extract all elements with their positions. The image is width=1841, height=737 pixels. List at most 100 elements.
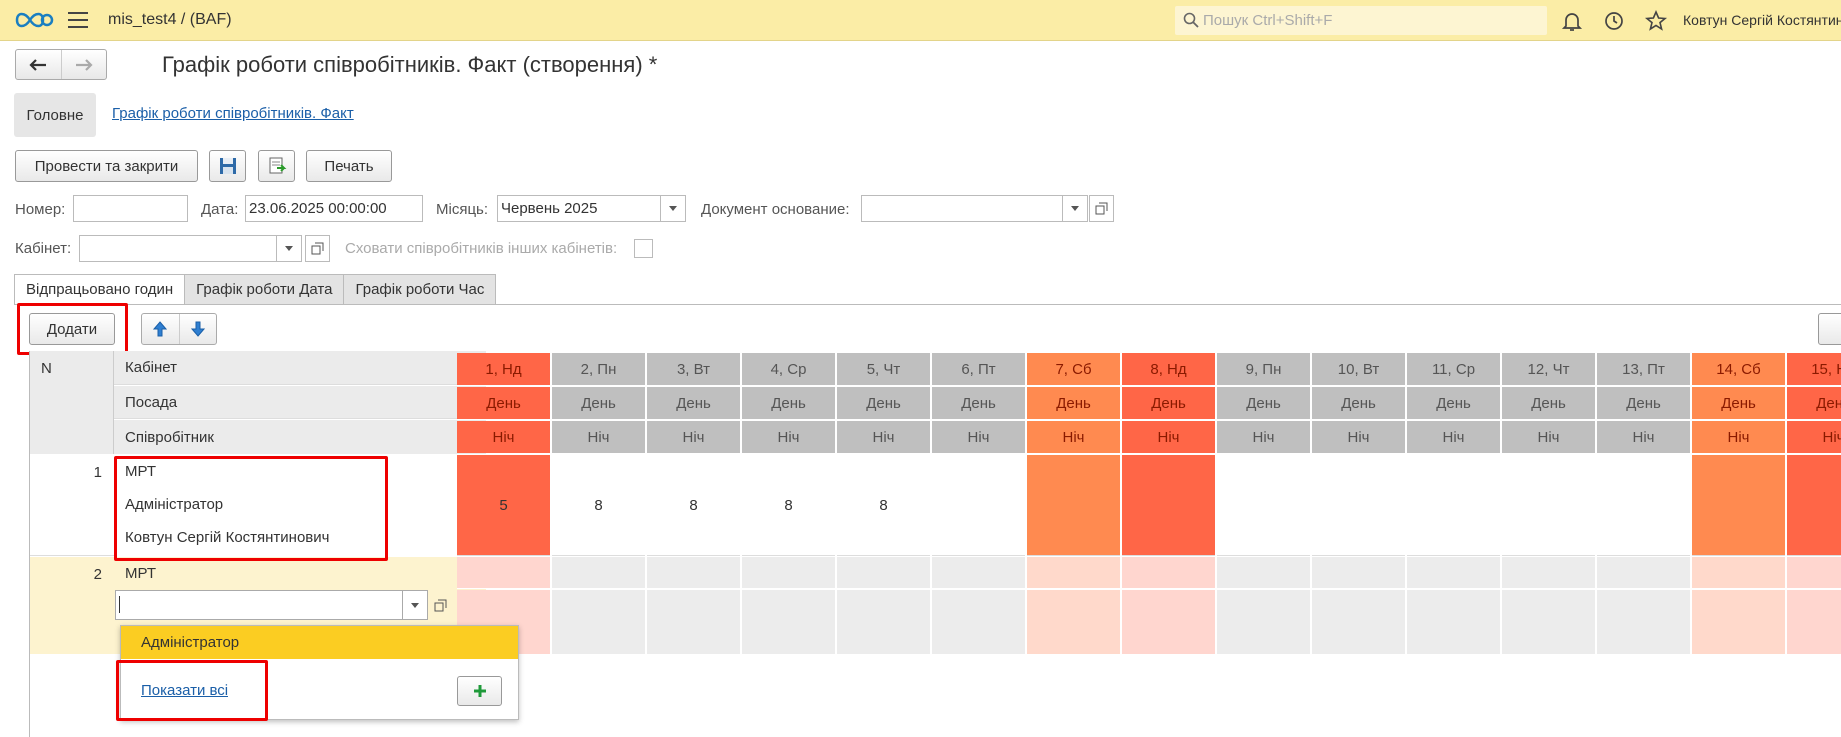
row-1-day-4-hours[interactable]: 8 xyxy=(742,455,835,556)
nav-link-schedule[interactable]: Графік роботи співробітників. Факт xyxy=(112,105,354,122)
row-2-day-14-cell[interactable] xyxy=(1692,557,1785,589)
row-1-day-7-hours[interactable] xyxy=(1027,455,1120,556)
date-label: Дата: xyxy=(201,201,239,218)
row-2-day-3-cell[interactable] xyxy=(647,557,740,589)
row-2-day-11-cell[interactable] xyxy=(1407,557,1500,589)
back-button[interactable] xyxy=(16,50,61,79)
basis-dropdown-button[interactable] xyxy=(1063,195,1088,222)
row-2-day-13-cell[interactable] xyxy=(1597,557,1690,589)
app-logo-icon[interactable] xyxy=(14,9,54,31)
post-button[interactable] xyxy=(258,150,295,182)
row-2-cabinet[interactable]: МРТ xyxy=(114,557,486,589)
cabinet-field[interactable] xyxy=(79,235,277,262)
row-2-position-dropdown-button[interactable] xyxy=(403,590,428,620)
row-2-day-14-hours[interactable] xyxy=(1692,590,1785,654)
row-2-day-1-cell[interactable] xyxy=(457,557,550,589)
row-2-day-2-cell[interactable] xyxy=(552,557,645,589)
row-1-day-3-hours[interactable]: 8 xyxy=(647,455,740,556)
row-1-day-2-hours[interactable]: 8 xyxy=(552,455,645,556)
basis-open-button[interactable] xyxy=(1089,195,1114,222)
create-new-button[interactable] xyxy=(457,676,502,706)
row-2-day-4-cell[interactable] xyxy=(742,557,835,589)
row-2-day-12-cell[interactable] xyxy=(1502,557,1595,589)
row-2-day-3-hours[interactable] xyxy=(647,590,740,654)
row-2-day-9-cell[interactable] xyxy=(1217,557,1310,589)
move-row-buttons xyxy=(141,313,217,345)
open-window-icon xyxy=(434,599,447,611)
day-shift-header-15: День xyxy=(1787,387,1841,419)
save-button[interactable] xyxy=(209,150,246,182)
night-shift-header-3: Ніч xyxy=(647,421,740,453)
global-search[interactable] xyxy=(1175,6,1547,35)
date-field[interactable]: 23.06.2025 00:00:00 xyxy=(245,195,423,222)
basis-document-field[interactable] xyxy=(861,195,1063,222)
row-1-day-1-hours[interactable]: 5 xyxy=(457,455,550,556)
cabinet-dropdown-button[interactable] xyxy=(277,235,302,262)
row-2-position-open-button[interactable] xyxy=(428,590,453,620)
tab-schedule-date[interactable]: Графік роботи Дата xyxy=(184,274,345,305)
row-1-day-8-hours[interactable] xyxy=(1122,455,1215,556)
user-name[interactable]: Ковтун Сергій Костянтинович xyxy=(1683,12,1841,28)
row-1-employee[interactable]: Ковтун Сергій Костянтинович xyxy=(125,529,330,546)
row-2-day-5-hours[interactable] xyxy=(837,590,930,654)
row-1-day-9-hours[interactable] xyxy=(1217,455,1310,556)
row-1-day-13-hours[interactable] xyxy=(1597,455,1690,556)
search-icon xyxy=(1183,12,1199,28)
row-2-day-8-hours[interactable] xyxy=(1122,590,1215,654)
row-1-day-15-hours[interactable] xyxy=(1787,455,1841,556)
row-2-day-7-cell[interactable] xyxy=(1027,557,1120,589)
add-row-button[interactable]: Додати xyxy=(29,313,115,345)
row-2-day-4-hours[interactable] xyxy=(742,590,835,654)
row-2-day-12-hours[interactable] xyxy=(1502,590,1595,654)
month-field[interactable]: Червень 2025 xyxy=(497,195,661,222)
row-2-day-6-hours[interactable] xyxy=(932,590,1025,654)
tab-main[interactable]: Головне xyxy=(14,93,96,137)
row-1-position[interactable]: Адміністратор xyxy=(125,496,224,513)
history-icon[interactable] xyxy=(1602,9,1626,33)
cabinet-open-button[interactable] xyxy=(305,235,330,262)
move-down-button[interactable] xyxy=(178,314,217,344)
row-2-day-15-hours[interactable] xyxy=(1787,590,1841,654)
tab-schedule-time[interactable]: Графік роботи Час xyxy=(343,274,497,305)
row-1-day-6-hours[interactable] xyxy=(932,455,1025,556)
show-all-link[interactable]: Показати всі xyxy=(141,682,229,699)
forward-button[interactable] xyxy=(60,50,107,79)
row-2-day-10-cell[interactable] xyxy=(1312,557,1405,589)
row-2-day-7-hours[interactable] xyxy=(1027,590,1120,654)
month-dropdown-button[interactable] xyxy=(661,195,686,222)
tab-hours-worked[interactable]: Відпрацьовано годин xyxy=(14,274,186,305)
night-shift-header-13: Ніч xyxy=(1597,421,1690,453)
number-field[interactable] xyxy=(73,195,188,222)
row-1-day-12-hours[interactable] xyxy=(1502,455,1595,556)
more-actions-button[interactable] xyxy=(1818,313,1841,345)
dropdown-item-administrator[interactable]: Адміністратор xyxy=(121,626,518,659)
row-2-day-11-hours[interactable] xyxy=(1407,590,1500,654)
row-2-day-15-cell[interactable] xyxy=(1787,557,1841,589)
row-1-day-14-hours[interactable] xyxy=(1692,455,1785,556)
day-header-15: 15, Нд xyxy=(1787,353,1841,385)
post-and-close-button[interactable]: Провести та закрити xyxy=(15,150,198,182)
hide-other-cabinets-label: Сховати співробітників інших кабінетів: xyxy=(345,240,618,257)
row-1-day-5-hours[interactable]: 8 xyxy=(837,455,930,556)
row-1-cabinet[interactable]: МРТ xyxy=(125,463,156,480)
row-2-day-8-cell[interactable] xyxy=(1122,557,1215,589)
search-input[interactable] xyxy=(1203,9,1533,31)
row-2-day-9-hours[interactable] xyxy=(1217,590,1310,654)
row-2-day-2-hours[interactable] xyxy=(552,590,645,654)
hide-other-cabinets-checkbox[interactable] xyxy=(634,239,653,258)
row-2-day-10-hours[interactable] xyxy=(1312,590,1405,654)
menu-icon[interactable] xyxy=(68,12,88,28)
row-2-day-13-hours[interactable] xyxy=(1597,590,1690,654)
print-button[interactable]: Печать xyxy=(306,150,392,182)
row-1-day-10-hours[interactable] xyxy=(1312,455,1405,556)
row-2-day-6-cell[interactable] xyxy=(932,557,1025,589)
move-up-button[interactable] xyxy=(142,314,179,344)
top-bar: mis_test4 / (BAF) Ковтун Сергій Костянти… xyxy=(0,0,1841,41)
row-2-position-input[interactable] xyxy=(115,590,403,620)
star-icon[interactable] xyxy=(1644,9,1668,33)
bell-icon[interactable] xyxy=(1560,9,1584,33)
row-1-day-11-hours[interactable] xyxy=(1407,455,1500,556)
row-2-day-5-cell[interactable] xyxy=(837,557,930,589)
arrow-left-icon xyxy=(29,58,47,71)
plus-icon xyxy=(473,685,486,697)
